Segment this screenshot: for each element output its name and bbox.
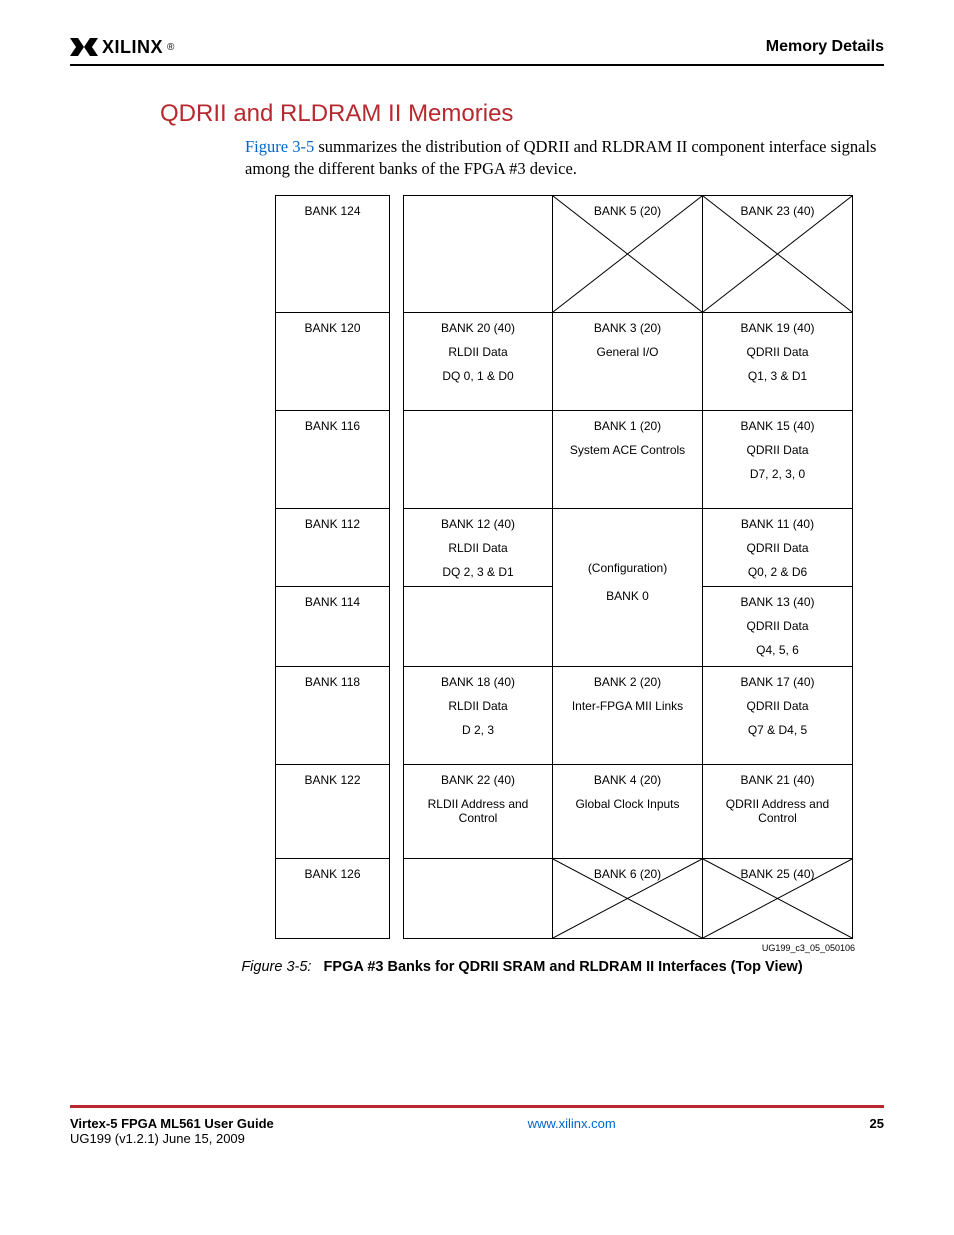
header-section-label: Memory Details bbox=[766, 38, 884, 56]
bank-cell: (Configuration) BANK 0 bbox=[553, 509, 703, 667]
bank-cell bbox=[403, 411, 553, 509]
bank-cell: BANK 118 bbox=[275, 667, 390, 765]
bank-cell bbox=[403, 859, 553, 939]
page-header: XILINX ® Memory Details bbox=[70, 36, 884, 66]
bank-cell: BANK 17 (40) QDRII Data Q7 & D4, 5 bbox=[703, 667, 853, 765]
diagram-row: BANK 126 BANK 6 (20) BANK 25 (40) bbox=[275, 859, 855, 939]
bank-cell: BANK 15 (40) QDRII Data D7, 2, 3, 0 bbox=[703, 411, 853, 509]
diagram-row: BANK 122 BANK 22 (40) RLDII Address and … bbox=[275, 765, 855, 859]
footer-link[interactable]: www.xilinx.com bbox=[528, 1116, 616, 1131]
footer-guide-title: Virtex-5 FPGA ML561 User Guide bbox=[70, 1116, 274, 1131]
figure-reference-link[interactable]: Figure 3-5 bbox=[245, 137, 314, 156]
diagram-row: BANK 112 BANK 114 BANK 12 (40) RLDII Dat… bbox=[275, 509, 855, 667]
bank-cell: BANK 1 (20) System ACE Controls bbox=[553, 411, 703, 509]
bank-cell: BANK 112 bbox=[275, 509, 390, 587]
bank-cell: BANK 122 bbox=[275, 765, 390, 859]
diagram-row: BANK 118 BANK 18 (40) RLDII Data D 2, 3 … bbox=[275, 667, 855, 765]
cross-icon bbox=[703, 859, 852, 938]
cross-icon bbox=[553, 196, 702, 312]
bank-cell: BANK 120 bbox=[275, 313, 390, 411]
bank-cell: BANK 6 (20) bbox=[553, 859, 703, 939]
cross-icon bbox=[553, 859, 702, 938]
bank-cell: BANK 114 bbox=[275, 587, 390, 667]
diagram-row: BANK 124 BANK 5 (20) BANK 23 (40) bbox=[275, 195, 855, 313]
caption-figure-number: Figure 3-5: bbox=[241, 959, 311, 975]
body-text: summarizes the distribution of QDRII and… bbox=[245, 137, 876, 178]
bank-cell: BANK 21 (40) QDRII Address and Control bbox=[703, 765, 853, 859]
bank-cell: BANK 18 (40) RLDII Data D 2, 3 bbox=[403, 667, 553, 765]
page-footer: Virtex-5 FPGA ML561 User Guide UG199 (v1… bbox=[70, 1105, 884, 1146]
bank-diagram: BANK 124 BANK 5 (20) BANK 23 (40) BANK 1… bbox=[275, 195, 855, 939]
bank-cell: BANK 5 (20) bbox=[553, 195, 703, 313]
bank-cell: BANK 2 (20) Inter-FPGA MII Links bbox=[553, 667, 703, 765]
section-title: QDRII and RLDRAM II Memories bbox=[160, 100, 884, 128]
xilinx-logo-icon bbox=[70, 36, 98, 58]
bank-cell: BANK 4 (20) Global Clock Inputs bbox=[553, 765, 703, 859]
bank-cell bbox=[403, 195, 553, 313]
bank-cell bbox=[403, 587, 553, 667]
logo-reg: ® bbox=[167, 42, 174, 53]
bank-cell: BANK 116 bbox=[275, 411, 390, 509]
bank-cell: BANK 11 (40) QDRII Data Q0, 2 & D6 bbox=[703, 509, 853, 587]
bank-cell: BANK 124 bbox=[275, 195, 390, 313]
bank-cell: BANK 20 (40) RLDII Data DQ 0, 1 & D0 bbox=[403, 313, 553, 411]
bank-cell: BANK 12 (40) RLDII Data DQ 2, 3 & D1 bbox=[403, 509, 553, 587]
bank-cell: BANK 25 (40) bbox=[703, 859, 853, 939]
cross-icon bbox=[703, 196, 852, 312]
footer-left: Virtex-5 FPGA ML561 User Guide UG199 (v1… bbox=[70, 1116, 274, 1146]
bank-cell: BANK 19 (40) QDRII Data Q1, 3 & D1 bbox=[703, 313, 853, 411]
footer-center: www.xilinx.com bbox=[528, 1116, 616, 1146]
bank-cell: BANK 3 (20) General I/O bbox=[553, 313, 703, 411]
diagram-row: BANK 116 BANK 1 (20) System ACE Controls… bbox=[275, 411, 855, 509]
diagram-row: BANK 120 BANK 20 (40) RLDII Data DQ 0, 1… bbox=[275, 313, 855, 411]
bank-cell: BANK 13 (40) QDRII Data Q4, 5, 6 bbox=[703, 587, 853, 667]
footer-doc-version: UG199 (v1.2.1) June 15, 2009 bbox=[70, 1131, 245, 1146]
bank-cell: BANK 22 (40) RLDII Address and Control bbox=[403, 765, 553, 859]
figure-caption: Figure 3-5: FPGA #3 Banks for QDRII SRAM… bbox=[160, 959, 884, 975]
diagram-id: UG199_c3_05_050106 bbox=[275, 943, 855, 953]
footer-page-number: 25 bbox=[870, 1116, 884, 1146]
xilinx-logo: XILINX ® bbox=[70, 36, 174, 58]
logo-text: XILINX bbox=[102, 37, 163, 58]
bank-cell: BANK 23 (40) bbox=[703, 195, 853, 313]
bank-cell: BANK 126 bbox=[275, 859, 390, 939]
caption-title: FPGA #3 Banks for QDRII SRAM and RLDRAM … bbox=[324, 959, 803, 975]
body-paragraph: Figure 3-5 summarizes the distribution o… bbox=[245, 136, 884, 181]
